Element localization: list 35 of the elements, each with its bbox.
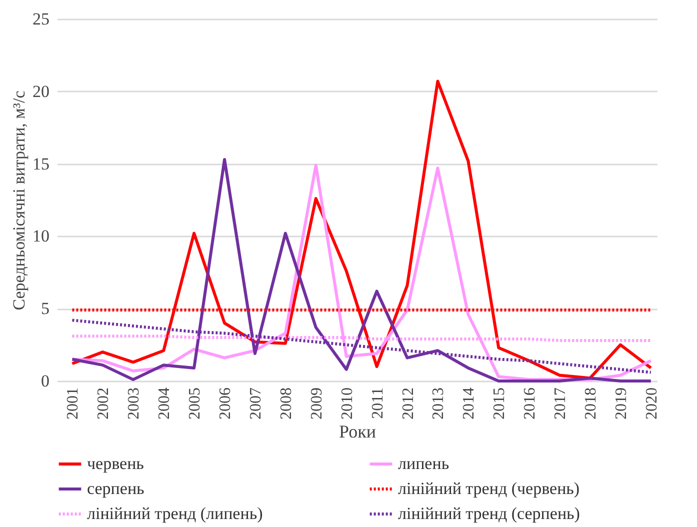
legend-label: серпень — [87, 479, 145, 498]
x-tick-label: 2004 — [156, 388, 174, 420]
line-series — [70, 80, 652, 380]
y-tick-label: 20 — [32, 82, 50, 101]
x-tick-label: 2019 — [612, 388, 630, 420]
x-tick-label: 2014 — [460, 388, 478, 420]
y-axis-title: Середньомісячні витрати, м³/с — [10, 90, 28, 310]
legend-label: лінійний тренд (серпень) — [398, 504, 580, 523]
x-tick-label: 2006 — [217, 388, 234, 420]
x-tick-label: 2002 — [95, 388, 112, 420]
x-tick-label: 2020 — [643, 388, 660, 420]
x-tick-label: 2010 — [338, 388, 356, 420]
x-tick-label: 2009 — [308, 388, 326, 420]
legend-label: лінійний тренд (червень) — [398, 479, 580, 498]
x-tick-label: 2013 — [430, 388, 448, 420]
x-tick-label: 2015 — [491, 388, 508, 420]
x-axis-title: Роки — [339, 422, 376, 442]
y-tick-label: 10 — [32, 226, 50, 246]
legend-label: липень — [398, 454, 450, 473]
x-tick-label: 2011 — [369, 388, 386, 419]
x-tick-label: 2012 — [400, 388, 417, 420]
legend-label: лінійний тренд (липень) — [87, 504, 263, 523]
x-tick-label: 2001 — [64, 388, 82, 420]
x-tick-label: 2017 — [552, 388, 570, 420]
x-tick-label: 2003 — [126, 388, 143, 420]
x-tick-label: 2018 — [582, 388, 600, 420]
y-tick-label: 5 — [41, 299, 50, 318]
x-tick-label: 2008 — [278, 388, 295, 420]
legend-label: червень — [87, 454, 144, 473]
y-tick-label: 15 — [32, 154, 50, 174]
x-tick-label: 2007 — [247, 388, 264, 420]
y-tick-label: 25 — [32, 10, 50, 28]
x-tick-label: 2005 — [186, 388, 204, 420]
x-tick-label: 2016 — [522, 388, 539, 420]
y-tick-label: 0 — [41, 372, 50, 390]
